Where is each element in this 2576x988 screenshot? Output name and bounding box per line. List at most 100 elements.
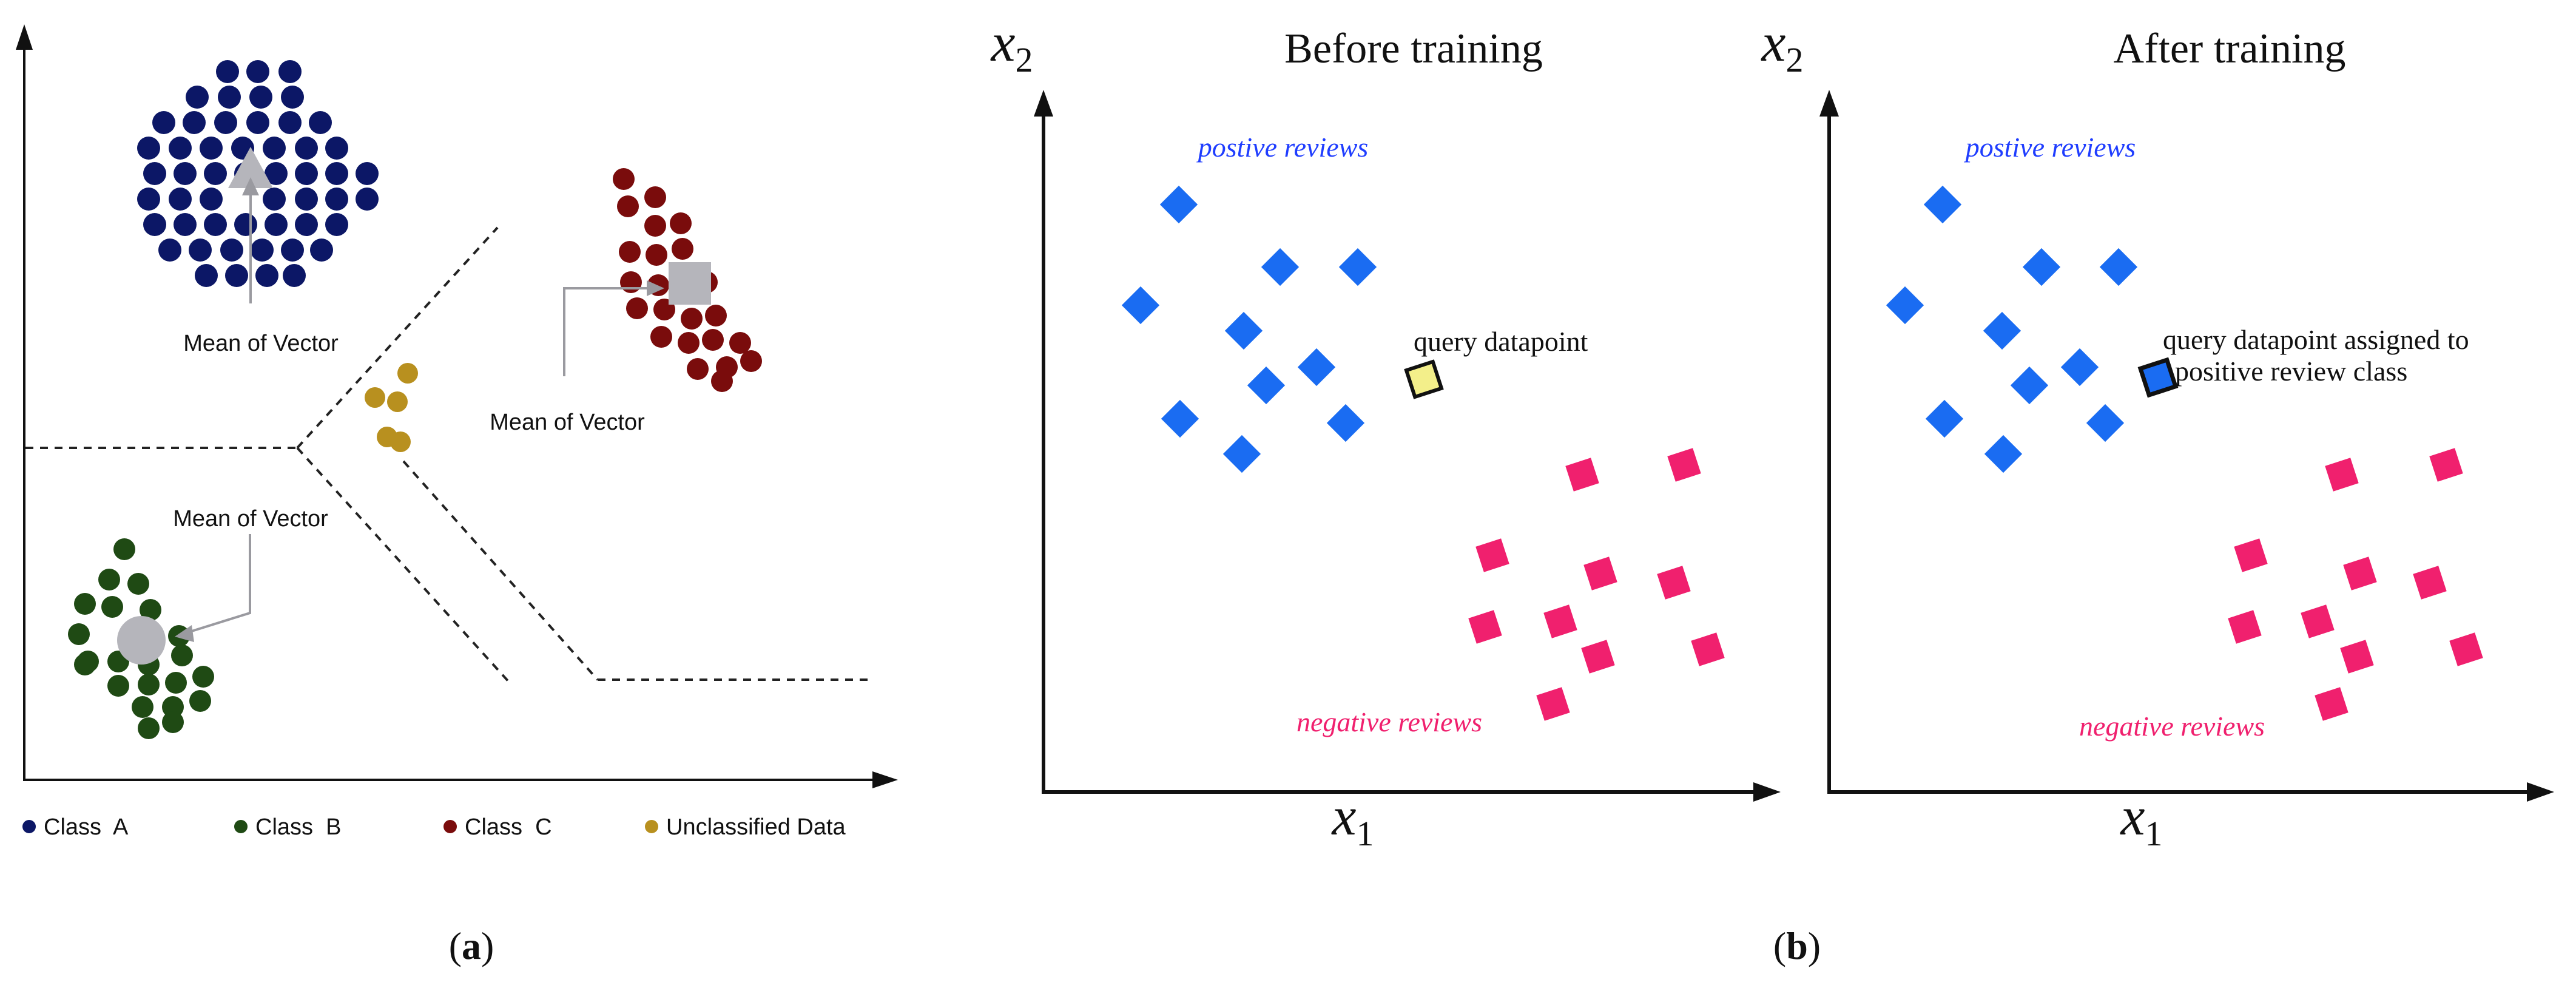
class-c-point xyxy=(644,215,666,237)
class-a-point xyxy=(295,162,318,185)
class-c-point xyxy=(646,244,667,266)
positive-review-point xyxy=(1161,399,1199,438)
class-a-point xyxy=(265,162,288,185)
legend-swatch-class-c xyxy=(443,820,457,833)
class-a-point xyxy=(251,239,274,262)
class-c-point xyxy=(711,370,733,392)
mean-label-b: Mean of Vector xyxy=(173,506,328,532)
mean-pointer-a xyxy=(242,177,259,303)
class-a-point xyxy=(295,188,318,211)
class-b-point xyxy=(68,623,90,645)
class-a-point xyxy=(249,86,272,109)
negative-review-point xyxy=(1565,458,1599,492)
unclassified-point xyxy=(397,363,418,384)
after-axes xyxy=(1819,90,2554,802)
negative-review-point xyxy=(2413,566,2447,600)
class-a-point xyxy=(278,111,302,134)
class-a-point xyxy=(158,239,181,262)
class-a-point xyxy=(295,213,318,236)
class-b-point xyxy=(189,690,211,712)
after-query-point xyxy=(2137,357,2179,398)
legend-swatch-unclassified xyxy=(645,820,658,833)
class-a-point xyxy=(281,86,304,109)
negative-review-point xyxy=(1657,566,1691,600)
panel-a-y-arrowhead xyxy=(16,24,33,50)
after-positive-label: postive reviews xyxy=(1964,132,2136,163)
before-negative-label: negative reviews xyxy=(1296,706,1482,737)
legend: Class A Class B Class C Unclassified Dat… xyxy=(22,814,846,840)
class-a-point xyxy=(204,213,227,236)
unclassified-point xyxy=(390,431,411,452)
negative-review-point xyxy=(1543,604,1577,638)
negative-review-point xyxy=(2340,640,2374,674)
class-a-point xyxy=(356,162,379,185)
class-a-point xyxy=(263,188,286,211)
class-a-mean-triangle xyxy=(228,147,273,188)
class-b-point xyxy=(107,675,129,697)
before-axes xyxy=(1034,90,1781,802)
class-a-point xyxy=(169,188,192,211)
class-b-point xyxy=(138,717,160,739)
class-a-point xyxy=(183,111,206,134)
class-a-point xyxy=(204,162,227,185)
class-a-point xyxy=(200,137,223,160)
legend-swatch-class-a xyxy=(22,820,36,833)
caption-a-letter: a xyxy=(462,924,481,967)
class-a-cluster xyxy=(137,60,379,287)
negative-review-point xyxy=(2228,610,2262,644)
class-b-point xyxy=(138,674,160,695)
class-a-point xyxy=(200,188,223,211)
positive-review-point xyxy=(1983,311,2021,350)
class-b-point xyxy=(162,696,184,718)
before-query-point xyxy=(1404,359,1444,399)
class-a-point xyxy=(310,239,333,262)
class-c-point xyxy=(617,195,639,217)
negative-review-point xyxy=(1691,632,1725,666)
positive-review-point xyxy=(1247,366,1286,405)
class-a-point xyxy=(283,264,306,287)
class-c-point xyxy=(644,186,666,208)
unclassified-point xyxy=(387,391,408,412)
class-a-point xyxy=(137,137,160,160)
class-a-point xyxy=(143,213,166,236)
class-b-point xyxy=(162,711,184,733)
class-a-point xyxy=(255,264,278,287)
caption-b: (b) xyxy=(1773,924,1821,967)
class-c-point xyxy=(670,212,692,234)
positive-review-point xyxy=(1338,248,1377,286)
positive-review-point xyxy=(2086,404,2125,442)
class-c-point xyxy=(702,329,724,351)
unclassified-cluster xyxy=(365,363,418,452)
negative-review-point xyxy=(2325,458,2359,492)
before-y-axis-label: x2 xyxy=(990,13,1033,80)
positive-review-point xyxy=(1159,185,1198,224)
class-c-point xyxy=(650,326,672,348)
class-a-point xyxy=(214,111,237,134)
class-a-point xyxy=(325,213,348,236)
class-b-point xyxy=(74,654,96,675)
class-b-point xyxy=(113,538,135,560)
after-negative-label: negative reviews xyxy=(2079,711,2265,742)
positive-review-point xyxy=(1886,286,1924,325)
positive-review-point xyxy=(2060,348,2099,387)
class-c-point xyxy=(687,358,709,380)
class-c-mean-square xyxy=(669,262,711,305)
class-b-point xyxy=(140,599,161,621)
class-a-point xyxy=(225,264,248,287)
class-b-point xyxy=(132,696,153,718)
negative-review-point xyxy=(2343,557,2377,590)
class-a-point xyxy=(309,111,332,134)
class-a-point xyxy=(220,239,243,262)
caption-b-letter: b xyxy=(1786,924,1808,967)
class-a-point xyxy=(263,137,286,160)
class-b-point xyxy=(171,645,193,666)
class-a-point xyxy=(325,137,348,160)
before-title: Before training xyxy=(1284,25,1543,72)
class-c-point xyxy=(613,168,635,190)
positive-review-point xyxy=(1923,185,1962,224)
class-c-point xyxy=(620,271,642,293)
negative-review-point xyxy=(2234,538,2268,572)
class-b-point xyxy=(165,672,187,694)
negative-review-point xyxy=(1583,557,1617,590)
panel-a-x-arrowhead xyxy=(872,771,898,788)
